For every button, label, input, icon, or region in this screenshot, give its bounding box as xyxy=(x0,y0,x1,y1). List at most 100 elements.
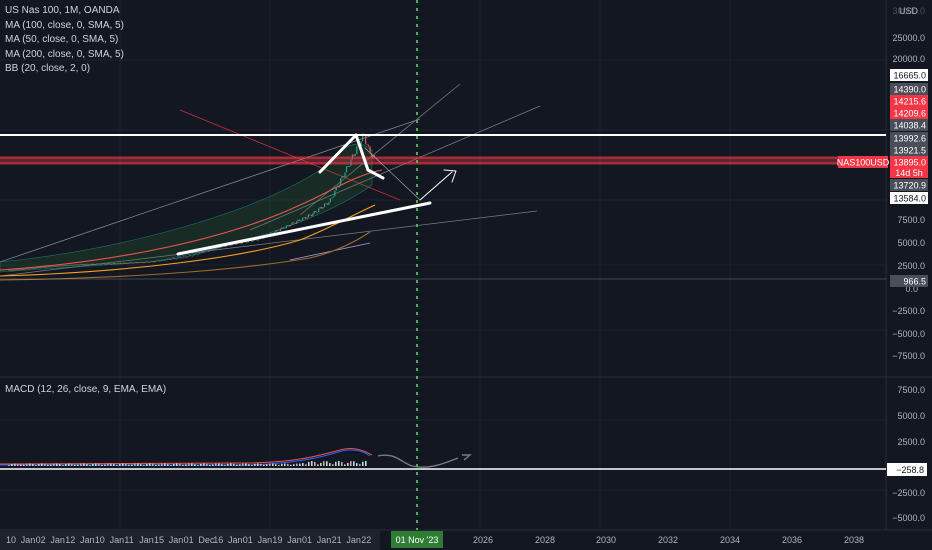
price-candle xyxy=(291,222,293,225)
price-candle xyxy=(141,261,144,263)
axis-currency-label: USD xyxy=(899,6,919,16)
x-tick-label: Jan xyxy=(110,535,125,545)
price-candle xyxy=(108,263,110,265)
macd-histogram-bar xyxy=(248,464,250,466)
macd-histogram-bar xyxy=(353,461,355,466)
price-candle xyxy=(250,240,252,242)
price-candle xyxy=(119,262,122,264)
price-candles xyxy=(8,133,376,272)
price-candle xyxy=(348,166,351,167)
price-candle xyxy=(97,263,100,265)
price-candle xyxy=(191,255,194,257)
price-candle xyxy=(33,267,35,269)
future-x-tick-label: 2030 xyxy=(596,535,616,545)
price-candle xyxy=(130,262,132,264)
price-candle xyxy=(196,253,198,255)
y-tick-label: 0.0 xyxy=(905,284,918,294)
price-candle xyxy=(329,198,331,203)
price-candle xyxy=(116,263,119,265)
y-tick-label: −7500.0 xyxy=(892,351,925,361)
price-candle xyxy=(17,269,19,271)
price-candle xyxy=(332,196,334,198)
price-candle xyxy=(39,267,41,269)
macd-histogram-bar xyxy=(185,464,187,466)
price-candle xyxy=(240,242,242,244)
price-axis[interactable]: USD 30000.0 25000.0 20000.0 7500.0 5000.… xyxy=(892,6,925,523)
price-candle xyxy=(111,263,113,265)
price-candle xyxy=(331,197,333,199)
price-candle xyxy=(256,239,258,241)
macd-histogram-bar xyxy=(119,463,121,466)
x-tick-label: 11 xyxy=(124,535,133,545)
x-tick-label: 01 xyxy=(184,535,194,545)
macd-histogram-bar xyxy=(158,464,160,466)
price-candle xyxy=(67,265,69,267)
chart-legend[interactable]: US Nas 100, 1M, OANDA MA (100, close, 0,… xyxy=(5,4,124,77)
macd-histogram-bar xyxy=(191,463,193,466)
price-candle xyxy=(109,263,111,265)
price-candle xyxy=(185,256,188,258)
price-candle xyxy=(78,264,80,266)
price-tag-value: 14390.0 xyxy=(893,85,926,95)
price-candle xyxy=(338,184,340,188)
price-candle xyxy=(322,207,324,209)
indicator-bb[interactable]: BB (20, close, 2, 0) xyxy=(5,63,91,74)
price-candle xyxy=(53,265,56,267)
x-tick-label: Jan xyxy=(228,535,243,545)
macd-histogram-bar xyxy=(245,463,247,466)
macd-histogram-bar xyxy=(332,464,334,466)
macd-histogram-bar xyxy=(122,463,124,466)
price-candle xyxy=(372,154,374,158)
macd-histogram-bar xyxy=(14,463,16,466)
macd-legend[interactable]: MACD (12, 26, close, 9, EMA, EMA) xyxy=(5,384,167,395)
price-candle xyxy=(345,166,348,173)
macd-histogram-bar xyxy=(254,463,256,466)
price-candle xyxy=(181,257,183,259)
price-candle xyxy=(370,153,373,158)
price-tag-value: 13895.0 xyxy=(893,158,926,168)
price-candle xyxy=(353,154,355,156)
price-candle xyxy=(303,217,305,218)
macd-histogram-bar xyxy=(143,464,145,466)
price-candle xyxy=(365,135,367,145)
macd-histogram-bar xyxy=(47,464,49,466)
macd-histogram-bar xyxy=(11,464,13,466)
x-tick-label: 01 xyxy=(302,535,312,545)
price-tag-value: 966.5 xyxy=(903,277,926,287)
price-tag-countdown: 14d 5h xyxy=(895,168,923,178)
price-candle xyxy=(105,263,107,265)
price-candle xyxy=(112,263,114,264)
price-candle xyxy=(218,247,220,249)
price-candle xyxy=(187,256,189,258)
macd-histogram-bar xyxy=(161,463,163,466)
macd-histogram-bar xyxy=(182,464,184,466)
price-candle xyxy=(94,264,97,265)
price-candle xyxy=(200,252,202,254)
macd-histogram-bar xyxy=(101,464,103,466)
price-candle xyxy=(72,264,75,266)
future-x-tick-label: 2034 xyxy=(720,535,740,545)
indicator-ma100[interactable]: MA (100, close, 0, SMA, 5) xyxy=(5,19,124,31)
macd-histogram-bar xyxy=(287,463,289,466)
macd-histogram-bar xyxy=(266,464,268,466)
price-candle xyxy=(184,256,186,258)
macd-histogram-bar xyxy=(131,464,133,466)
indicator-ma200[interactable]: MA (200, close, 0, SMA, 5) xyxy=(5,48,124,60)
macd-histogram-bar xyxy=(362,461,364,466)
price-candle xyxy=(367,144,370,147)
macd-histogram-bar xyxy=(344,464,346,466)
indicator-ma50[interactable]: MA (50, close, 0, SMA, 5) xyxy=(5,34,119,45)
macd-histogram-bar xyxy=(233,463,235,466)
macd-histogram-bar xyxy=(83,463,85,466)
price-candle xyxy=(114,263,116,264)
price-candle xyxy=(155,260,157,262)
price-candle xyxy=(298,219,301,221)
macd-histogram-bar xyxy=(278,464,280,466)
price-candle xyxy=(271,232,273,234)
macd-histogram-bar xyxy=(116,464,118,466)
macd-histogram-bar xyxy=(29,463,31,466)
price-candle xyxy=(323,203,326,208)
price-candle xyxy=(312,213,314,217)
